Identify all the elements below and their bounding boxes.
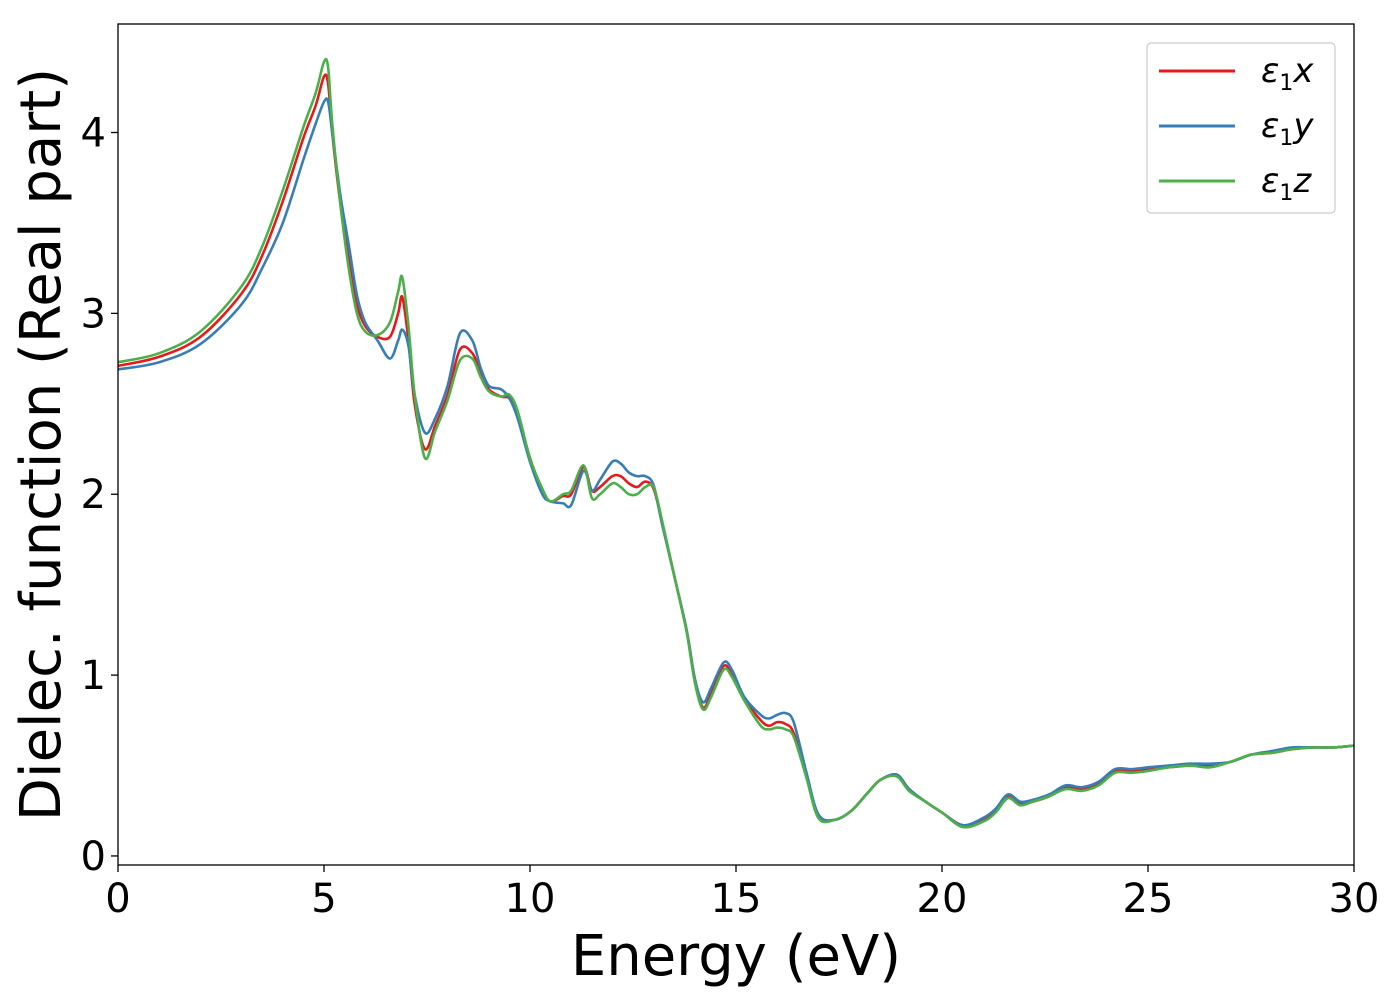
legend-label-x: ε1x (1261, 51, 1314, 96)
y-tick-label: 4 (81, 111, 106, 157)
y-tick-label: 0 (81, 834, 106, 880)
series-line-z (117, 57, 1355, 829)
x-tick-label: 0 (105, 876, 130, 922)
legend: ε1x ε1y ε1z (1146, 42, 1336, 214)
x-tick-label: 20 (917, 876, 968, 922)
x-tick-label: 25 (1123, 876, 1174, 922)
y-tick-label: 3 (81, 291, 106, 337)
x-tick-label: 10 (505, 876, 556, 922)
legend-label-y: ε1y (1261, 106, 1314, 151)
y-tick-label: 2 (81, 472, 106, 518)
x-tick-label: 30 (1329, 876, 1380, 922)
x-axis-ticks: 0 5 10 15 20 25 30 (105, 865, 1379, 922)
x-axis-label: Energy (eV) (571, 924, 901, 989)
y-axis-ticks: 0 1 2 3 4 (81, 111, 118, 880)
y-axis-label: Dielec. function (Real part) (9, 68, 74, 821)
series-layer (117, 57, 1355, 829)
y-tick-label: 1 (81, 653, 106, 699)
x-tick-label: 15 (711, 876, 762, 922)
legend-box (1146, 42, 1336, 214)
legend-label-z: ε1z (1261, 161, 1312, 206)
x-tick-label: 5 (311, 876, 336, 922)
